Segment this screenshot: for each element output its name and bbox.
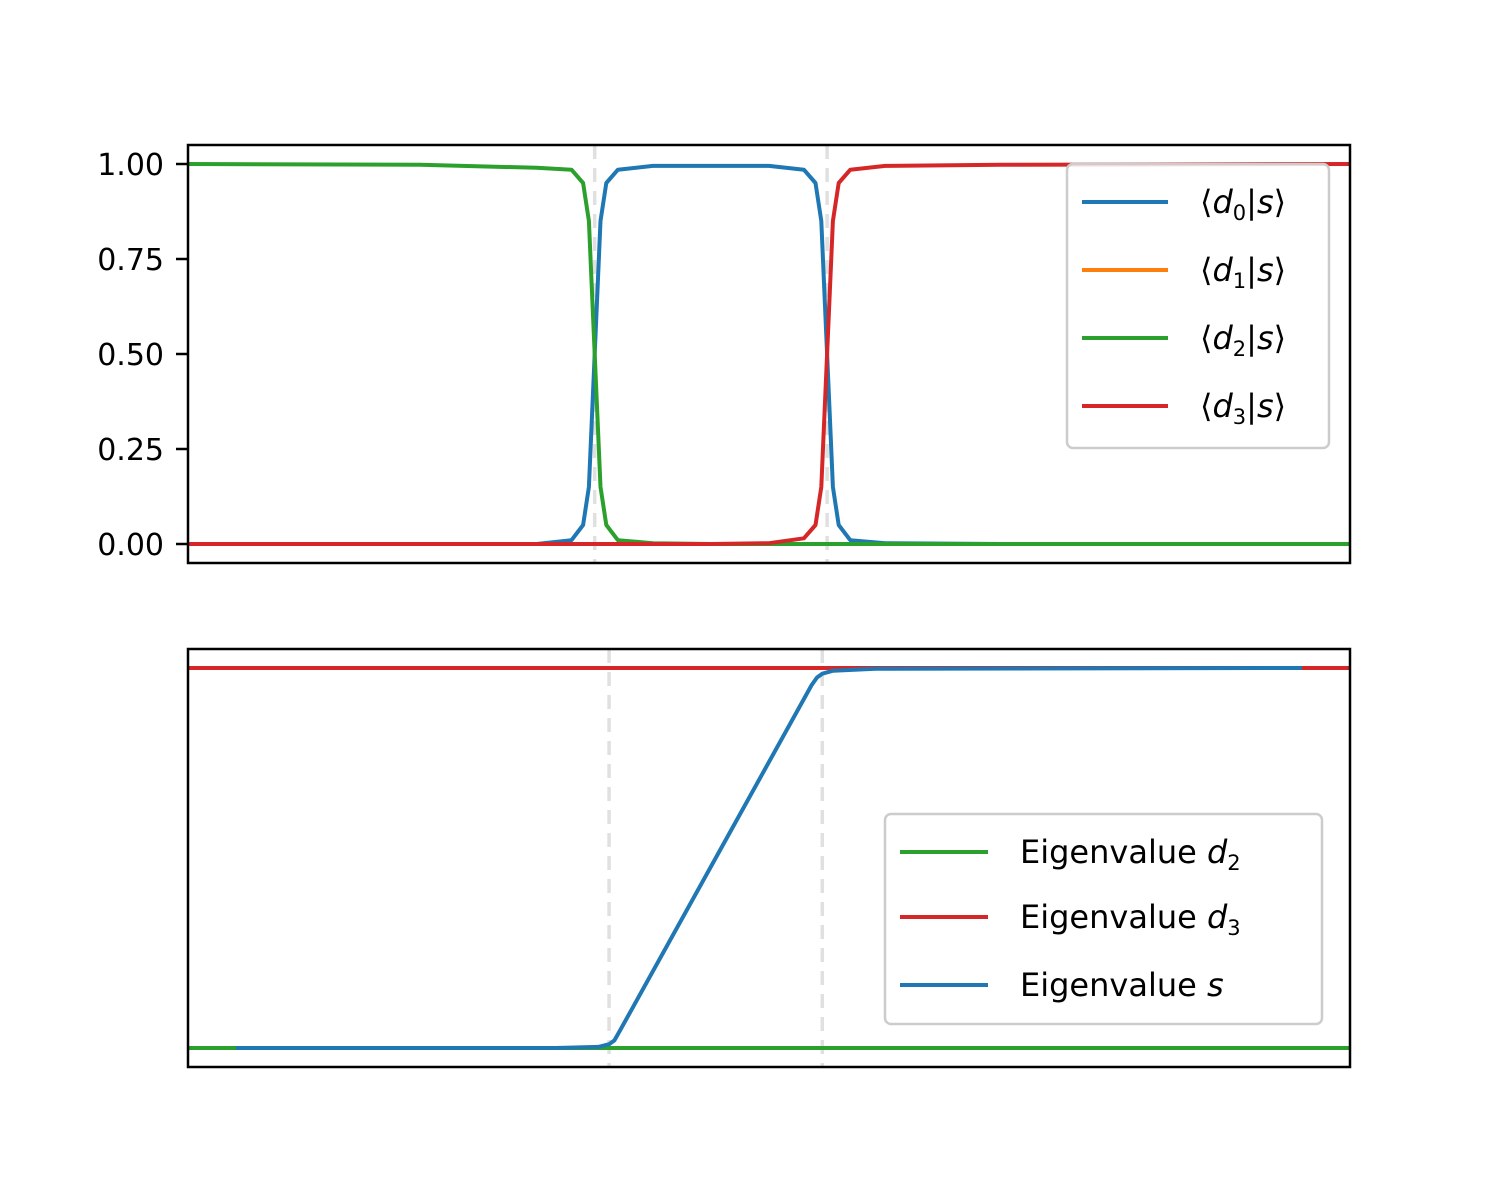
legend-box bbox=[1065, 162, 1331, 450]
y-tick-label: 0.00 bbox=[97, 528, 164, 563]
bottom-panel: Eigenvalue d2 Eigenvalue d3 Eigenvalue s bbox=[186, 647, 1352, 1069]
legend-label-1: Eigenvalue d3 bbox=[1020, 898, 1241, 940]
legend-label-3: ⟨d3|s⟩ bbox=[1200, 387, 1286, 429]
legend-label-0: ⟨d0|s⟩ bbox=[1200, 183, 1286, 225]
series-line-d0-0 bbox=[188, 163, 1350, 546]
legend: Eigenvalue d2 Eigenvalue d3 Eigenvalue s bbox=[883, 812, 1324, 1026]
y-tick-label: 0.75 bbox=[97, 243, 164, 278]
series-line-d3-3 bbox=[188, 162, 1350, 546]
top-panel: 0.00 0.25 0.50 0.75 1.00 ⟨d0|s⟩⟨d1|s⟩⟨d2|s⟩⟨d… bbox=[97, 143, 1352, 565]
legend-box bbox=[883, 812, 1324, 1026]
y-tick-label: 0.50 bbox=[97, 338, 164, 373]
legend: ⟨d0|s⟩⟨d1|s⟩⟨d2|s⟩⟨d3|s⟩ bbox=[1065, 162, 1331, 450]
axes-frame bbox=[186, 647, 1352, 1069]
series-group bbox=[188, 666, 1350, 1050]
legend-label-0: Eigenvalue d2 bbox=[1020, 833, 1241, 875]
series-line-s-2 bbox=[236, 666, 1303, 1050]
legend-label-2: Eigenvalue s bbox=[1020, 966, 1224, 1004]
y-tick-label: 1.00 bbox=[97, 148, 164, 183]
y-tick-label: 0.25 bbox=[97, 433, 164, 468]
series-group bbox=[188, 162, 1350, 546]
